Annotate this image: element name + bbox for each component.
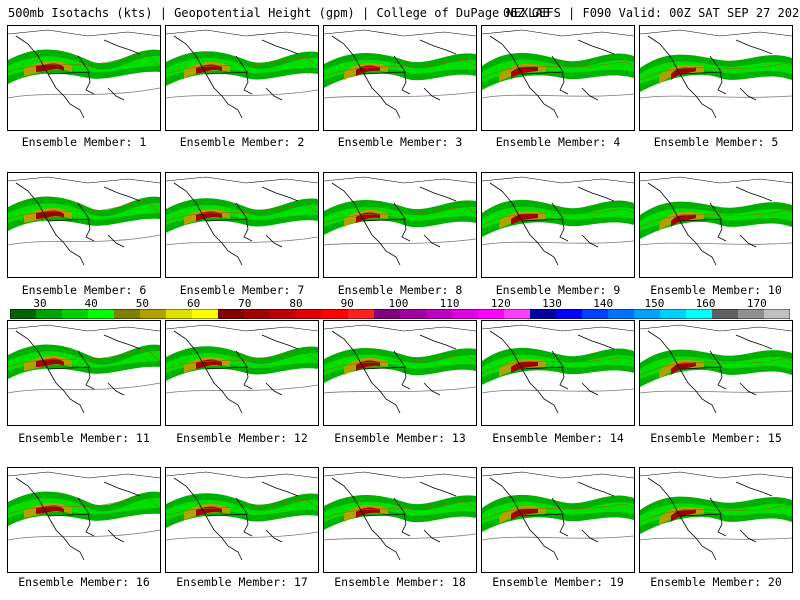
colorbar-tick-label: 90 <box>340 297 354 310</box>
colorbar-swatch <box>478 309 505 319</box>
colorbar-tick-label: 70 <box>238 297 252 310</box>
ensemble-member-map <box>639 25 793 131</box>
ensemble-member-caption: Ensemble Member: 8 <box>337 283 463 297</box>
colorbar-swatch <box>244 309 271 319</box>
map-title: 500mb Isotachs (kts) | Geopotential Heig… <box>8 6 550 20</box>
colorbar-swatch <box>62 309 89 319</box>
ensemble-member-caption: Ensemble Member: 2 <box>179 135 305 149</box>
colorbar-swatch <box>738 309 765 319</box>
colorbar-swatch <box>712 309 739 319</box>
ensemble-member-caption: Ensemble Member: 12 <box>176 431 308 445</box>
colorbar-swatch <box>10 309 37 319</box>
ensemble-member-map <box>323 320 477 426</box>
colorbar-swatch <box>400 309 427 319</box>
colorbar-swatch <box>634 309 661 319</box>
ensemble-member-caption: Ensemble Member: 17 <box>176 575 308 589</box>
ensemble-member-caption: Ensemble Member: 6 <box>21 283 147 297</box>
colorbar-tick-label: 60 <box>186 297 201 310</box>
colorbar-tick-label: 100 <box>388 297 409 310</box>
colorbar-swatch <box>114 309 141 319</box>
ensemble-member-caption: Ensemble Member: 10 <box>650 283 782 297</box>
ensemble-member-map <box>481 320 635 426</box>
ensemble-member-caption: Ensemble Member: 18 <box>334 575 466 589</box>
ensemble-member-map <box>323 172 477 278</box>
ensemble-member-caption: Ensemble Member: 14 <box>492 431 624 445</box>
run-valid-time: 06Z GEFS | F090 Valid: 00Z SAT SEP 27 20… <box>503 6 800 20</box>
colorbar-swatch <box>660 309 687 319</box>
colorbar-swatch <box>88 309 115 319</box>
ensemble-member-map <box>7 25 161 131</box>
colorbar-swatch <box>504 309 531 319</box>
ensemble-member-map <box>323 467 477 573</box>
ensemble-member-map <box>481 172 635 278</box>
colorbar-labels: 30 40 50 60 70 80 90 100 110 120 130 140 150 160 170 <box>0 297 800 310</box>
ensemble-member-map <box>481 25 635 131</box>
colorbar-tick-label: 160 <box>695 297 716 310</box>
ensemble-member-caption: Ensemble Member: 11 <box>18 431 150 445</box>
ensemble-member-map <box>7 172 161 278</box>
colorbar-tick-label: 150 <box>644 297 665 310</box>
isotach-colorbar <box>10 309 790 319</box>
colorbar-swatch <box>348 309 375 319</box>
colorbar-tick-label: 30 <box>33 297 47 310</box>
ensemble-member-caption: Ensemble Member: 20 <box>650 575 782 589</box>
ensemble-member-caption: Ensemble Member: 7 <box>179 283 305 297</box>
ensemble-member-map <box>165 172 319 278</box>
ensemble-member-map <box>481 467 635 573</box>
ensemble-member-map <box>165 467 319 573</box>
ensemble-member-caption: Ensemble Member: 1 <box>21 135 147 149</box>
ensemble-member-caption: Ensemble Member: 15 <box>650 431 782 445</box>
colorbar-tick-label: 40 <box>84 297 98 310</box>
ensemble-member-caption: Ensemble Member: 5 <box>653 135 779 149</box>
colorbar-tick-label: 110 <box>439 297 460 310</box>
ensemble-member-caption: Ensemble Member: 9 <box>495 283 621 297</box>
colorbar-swatch <box>296 309 323 319</box>
colorbar-swatch <box>374 309 401 319</box>
ensemble-member-map <box>639 320 793 426</box>
ensemble-member-map <box>165 25 319 131</box>
ensemble-member-map <box>639 172 793 278</box>
colorbar-swatch <box>36 309 63 319</box>
ensemble-member-map <box>323 25 477 131</box>
colorbar-swatch <box>452 309 479 319</box>
colorbar-tick-label: 130 <box>542 297 562 310</box>
ensemble-member-map <box>639 467 793 573</box>
colorbar-swatch <box>764 309 790 319</box>
colorbar-swatch <box>686 309 713 319</box>
ensemble-member-caption: Ensemble Member: 3 <box>337 135 463 149</box>
ensemble-member-caption: Ensemble Member: 16 <box>18 575 150 589</box>
colorbar-swatch <box>556 309 583 319</box>
colorbar-swatch <box>218 309 245 319</box>
colorbar-tick-label: 120 <box>490 297 511 310</box>
colorbar-swatch <box>582 309 609 319</box>
colorbar-swatch <box>426 309 453 319</box>
colorbar-swatch <box>192 309 219 319</box>
colorbar-swatch <box>530 309 557 319</box>
colorbar-tick-label: 170 <box>746 297 767 310</box>
colorbar-tick-label: 50 <box>135 297 150 310</box>
colorbar-tick-label: 80 <box>289 297 303 310</box>
colorbar-swatch <box>270 309 297 319</box>
ensemble-member-map <box>165 320 319 426</box>
ensemble-member-map <box>7 467 161 573</box>
ensemble-member-caption: Ensemble Member: 4 <box>495 135 621 149</box>
colorbar-swatch <box>608 309 635 319</box>
ensemble-member-map <box>7 320 161 426</box>
ensemble-member-caption: Ensemble Member: 19 <box>492 575 624 589</box>
ensemble-member-caption: Ensemble Member: 13 <box>334 431 466 445</box>
colorbar-swatch <box>166 309 193 319</box>
colorbar-tick-label: 140 <box>593 297 614 310</box>
colorbar-swatch <box>322 309 349 319</box>
colorbar-swatch <box>140 309 167 319</box>
